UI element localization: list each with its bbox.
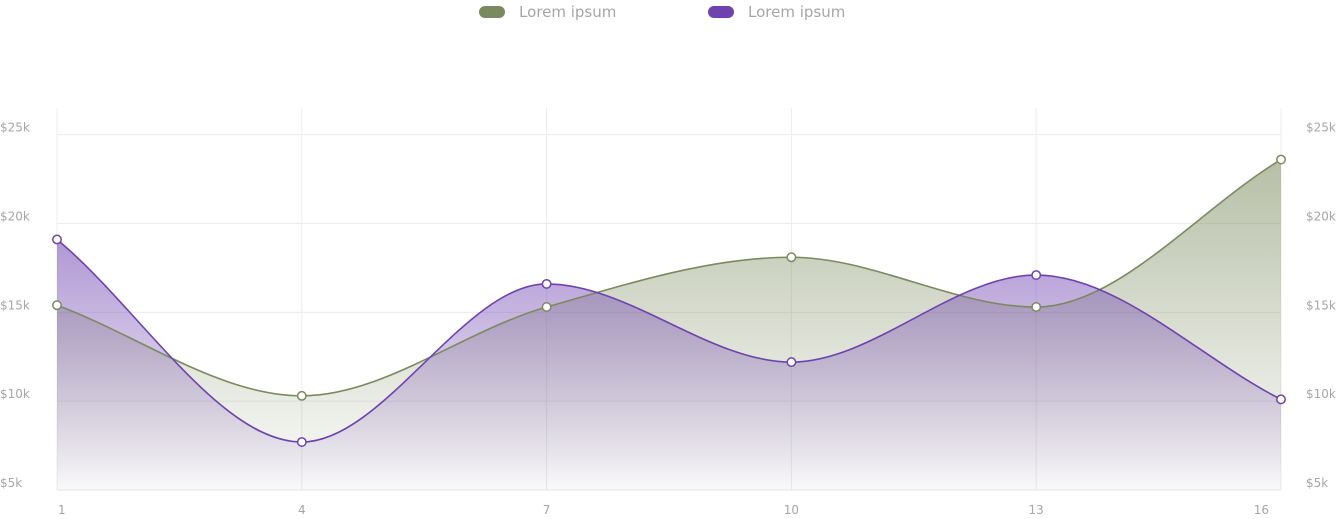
series-1-point-2[interactable] [296,390,307,401]
series-1-point-1[interactable] [52,300,62,311]
x-tick-label: 7 [543,503,551,517]
series-1-point-6[interactable] [1276,154,1286,165]
y-tick-label-right: $20k [1306,209,1336,223]
y-tick-label-right: $25k [1306,121,1336,135]
data-points [52,154,1286,447]
series-2-point-2[interactable] [296,437,307,447]
series-2-area [57,239,1281,490]
legend-label-series-1: Lorem ipsum [519,3,617,21]
series-2-point-6[interactable] [1276,394,1286,405]
series-1-point-3[interactable] [541,302,552,312]
series-2-point-5[interactable] [1031,270,1042,280]
y-tick-label-right: $15k [1306,298,1336,312]
legend-label-series-2: Lorem ipsum [748,3,846,21]
axes: $5k $5k $10k $10k $15k $15k $20k $20k $25k $25k 1 4… [0,121,1336,517]
y-tick-label-left: $15k [0,298,30,312]
series-1-point-4[interactable] [786,252,797,263]
x-tick-label: 4 [298,503,306,517]
series-2-point-1[interactable] [52,234,62,245]
series-lines [56,158,1282,443]
series-2-line [56,238,1282,443]
legend-swatch-series-1 [479,6,505,18]
x-tick-label: 10 [784,503,799,517]
series-1-point-5[interactable] [1031,302,1042,312]
legend-swatch-series-2 [708,6,734,18]
legend-item-series-2[interactable]: Lorem ipsum [708,2,845,22]
series-2-point-3[interactable] [541,278,552,289]
y-tick-label-left: $5k [0,476,22,490]
series-2-point-4[interactable] [786,357,797,368]
legend: Lorem ipsum Lorem ipsum [0,0,1337,24]
x-tick-label: 16 [1254,503,1269,517]
y-tick-label-right: $5k [1306,476,1328,490]
y-tick-label-right: $10k [1306,387,1336,401]
y-tick-label-left: $10k [0,387,30,401]
y-tick-label-left: $25k [0,121,30,135]
x-tick-label: 13 [1029,503,1044,517]
x-tick-label: 1 [58,503,66,517]
series-1-line [56,158,1282,397]
y-tick-label-left: $20k [0,209,30,223]
legend-item-series-1[interactable]: Lorem ipsum [479,2,616,22]
series-areas [57,159,1281,491]
